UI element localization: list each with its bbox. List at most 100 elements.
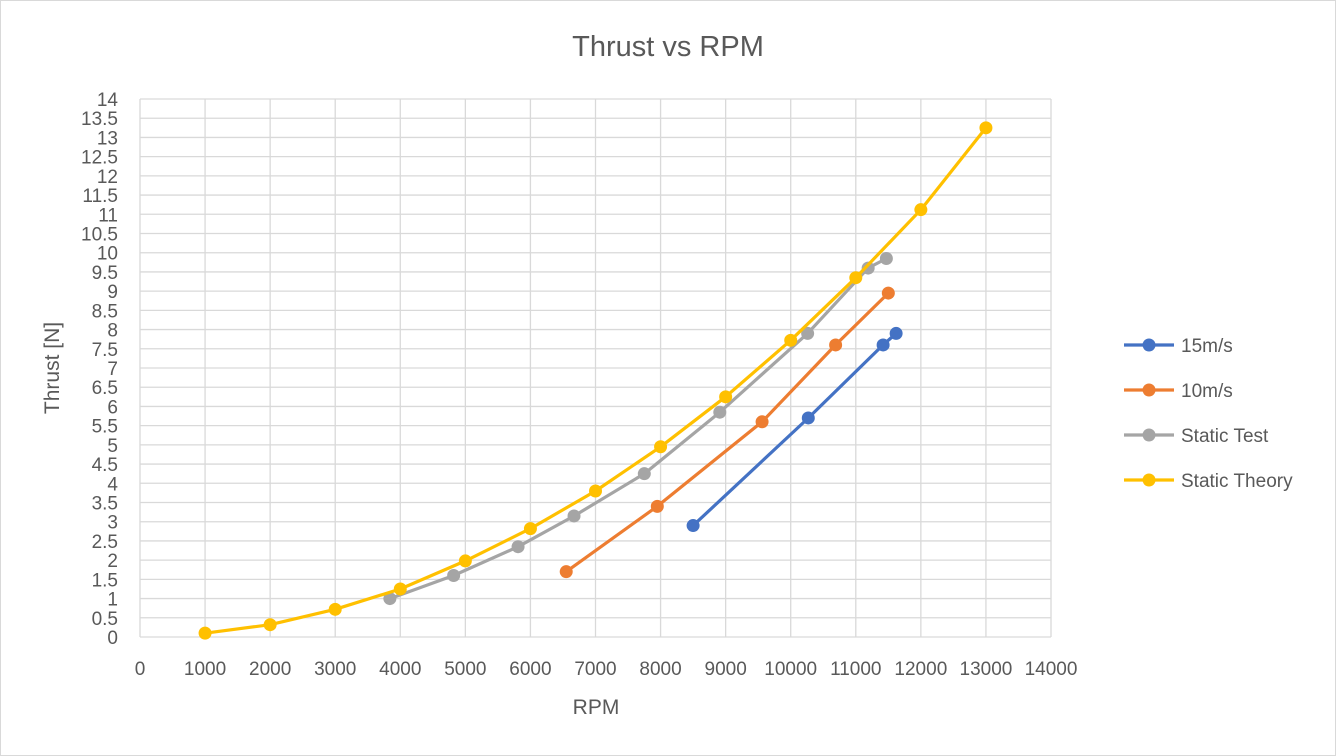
series-layer	[198, 121, 993, 640]
data-point	[328, 602, 342, 616]
data-point	[719, 390, 733, 404]
y-tick-label: 13	[97, 128, 118, 149]
x-tick-label: 3000	[314, 659, 356, 680]
legend-label: Static Theory	[1181, 471, 1293, 492]
y-tick-label: 9.5	[92, 263, 118, 284]
y-tick-label: 13.5	[81, 109, 118, 130]
x-tick-label: 10000	[764, 659, 817, 680]
y-tick-label: 0	[107, 628, 118, 649]
y-tick-label: 6.5	[92, 378, 118, 399]
data-point	[559, 565, 573, 579]
series-line	[388, 256, 889, 601]
data-point	[849, 271, 863, 285]
data-point	[784, 333, 798, 347]
series-static-theory	[198, 121, 993, 640]
y-tick-label: 8.5	[92, 301, 118, 322]
x-tick-label: 9000	[705, 659, 747, 680]
legend-item: Static Theory	[1124, 471, 1293, 492]
y-tick-label: 0.5	[92, 609, 118, 630]
gridlines	[139, 98, 1052, 638]
x-tick-label: 2000	[249, 659, 291, 680]
y-tick-label: 9	[107, 282, 118, 303]
y-tick-label: 7	[107, 359, 118, 380]
x-tick-label: 4000	[379, 659, 421, 680]
data-point	[589, 484, 602, 498]
series-static-test	[383, 251, 893, 606]
data-point	[447, 569, 461, 583]
x-tick-label: 7000	[574, 659, 616, 680]
data-point	[876, 338, 890, 352]
series-line	[691, 331, 898, 528]
data-point	[881, 286, 895, 300]
x-axis-label: RPM	[573, 696, 620, 719]
y-axis-tick-labels: 00.511.522.533.544.555.566.577.588.599.5…	[81, 90, 118, 649]
x-tick-label: 5000	[444, 659, 486, 680]
x-tick-label: 1000	[184, 659, 226, 680]
y-tick-label: 11	[98, 205, 118, 226]
y-tick-label: 10	[97, 244, 118, 265]
y-tick-label: 4.5	[92, 455, 118, 476]
data-point	[829, 338, 843, 352]
y-tick-label: 4	[107, 474, 118, 495]
x-tick-label: 6000	[509, 659, 551, 680]
legend-swatch-marker	[1142, 428, 1156, 442]
y-tick-label: 12	[97, 167, 118, 188]
data-point	[263, 618, 277, 632]
legend-item: Static Test	[1124, 426, 1269, 447]
legend: 15m/s 10m/s Static Test Static Theory	[1124, 336, 1293, 492]
data-point	[914, 203, 928, 217]
y-tick-label: 12.5	[81, 148, 118, 169]
legend-item: 10m/s	[1124, 381, 1233, 402]
x-axis-tick-labels: 0 1000 2000 3000 4000 5000 6000 7000 8000 9000 100…	[135, 659, 1078, 680]
y-tick-label: 1.5	[92, 570, 118, 591]
data-point	[393, 582, 407, 596]
legend-swatch-marker	[1142, 338, 1156, 352]
y-tick-label: 5.5	[92, 417, 118, 438]
series-10m-s	[559, 286, 895, 579]
data-point	[383, 592, 397, 606]
data-point	[801, 411, 815, 425]
y-axis-label: Thrust [N]	[41, 322, 64, 414]
data-point	[861, 261, 875, 275]
y-tick-label: 1	[107, 590, 118, 611]
data-point	[637, 467, 651, 481]
y-tick-label: 8	[107, 321, 118, 342]
legend-item: 15m/s	[1124, 336, 1233, 357]
y-tick-label: 11.5	[82, 186, 118, 207]
data-point	[979, 121, 993, 135]
legend-swatch-marker	[1142, 473, 1156, 487]
legend-label: Static Test	[1181, 426, 1269, 447]
x-tick-label: 14000	[1025, 659, 1078, 680]
data-point	[511, 540, 525, 554]
data-point	[650, 499, 664, 513]
x-tick-label: 8000	[639, 659, 681, 680]
data-point	[879, 251, 893, 265]
chart-title: Thrust vs RPM	[572, 31, 764, 63]
y-tick-label: 5	[107, 436, 118, 457]
legend-label: 15m/s	[1181, 336, 1233, 357]
x-tick-label: 12000	[894, 659, 947, 680]
y-tick-label: 3	[107, 513, 118, 534]
series-line	[564, 291, 890, 574]
data-point	[713, 405, 727, 419]
data-point	[198, 626, 212, 640]
legend-swatch-marker	[1142, 383, 1156, 397]
data-point	[755, 415, 769, 429]
legend-label: 10m/s	[1181, 381, 1233, 402]
y-tick-label: 3.5	[92, 494, 118, 515]
y-tick-label: 14	[97, 90, 119, 111]
y-tick-label: 2	[107, 551, 118, 572]
y-tick-label: 10.5	[81, 225, 118, 246]
series-15m-s	[686, 326, 903, 533]
data-point	[654, 440, 668, 454]
data-point	[801, 326, 815, 340]
data-point	[889, 326, 903, 340]
data-point	[686, 519, 700, 533]
data-point	[567, 509, 581, 523]
y-tick-label: 2.5	[92, 532, 118, 553]
y-tick-label: 6	[107, 397, 118, 418]
y-tick-label: 7.5	[92, 340, 118, 361]
x-tick-label: 0	[135, 659, 146, 680]
data-point	[458, 554, 472, 568]
